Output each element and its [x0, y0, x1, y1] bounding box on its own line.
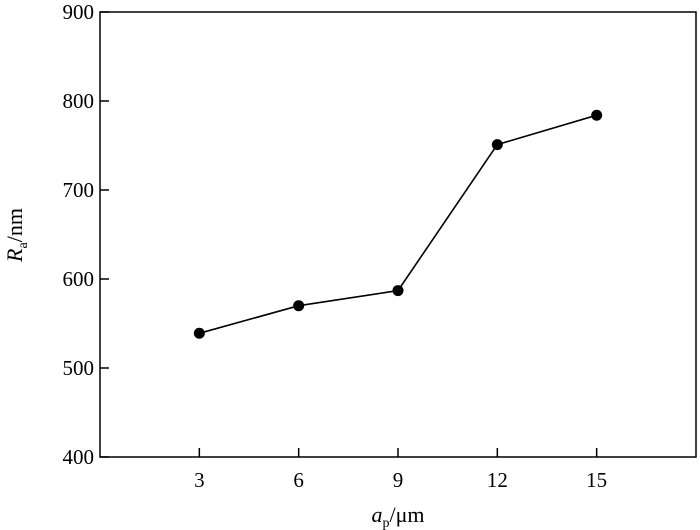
y-tick-label: 500	[63, 356, 95, 380]
y-axis-label-unit: /nm	[2, 208, 27, 242]
data-point	[193, 327, 205, 339]
plot-frame	[99, 11, 697, 458]
y-axis-ticks: 400 500 600 700 800 900	[63, 0, 109, 469]
x-axis-label: ap/μm	[371, 502, 424, 530]
x-tick-label: 6	[293, 468, 304, 492]
data-point	[293, 300, 305, 312]
y-axis-label-main: R	[2, 248, 27, 263]
x-axis-ticks: 3 6 9 12 15	[194, 448, 607, 492]
y-axis-label: Ra/nm	[2, 208, 31, 263]
x-axis-label-unit: /μm	[389, 502, 424, 527]
x-tick-label: 12	[487, 468, 508, 492]
x-axis-label-sub: p	[382, 516, 389, 530]
y-tick-label: 400	[63, 445, 95, 469]
x-axis-label-main: a	[371, 502, 382, 527]
y-tick-label: 800	[63, 89, 95, 113]
series-layer	[193, 109, 603, 339]
data-point	[591, 109, 603, 121]
y-axis-label-sub: a	[16, 242, 31, 249]
x-tick-label: 3	[194, 468, 205, 492]
y-tick-label: 900	[63, 0, 95, 24]
data-point	[491, 139, 503, 151]
x-tick-label: 15	[586, 468, 607, 492]
y-tick-label: 700	[63, 178, 95, 202]
x-tick-label: 9	[393, 468, 404, 492]
series-line	[199, 114, 597, 335]
y-tick-label: 600	[63, 267, 95, 291]
data-point	[392, 285, 404, 297]
